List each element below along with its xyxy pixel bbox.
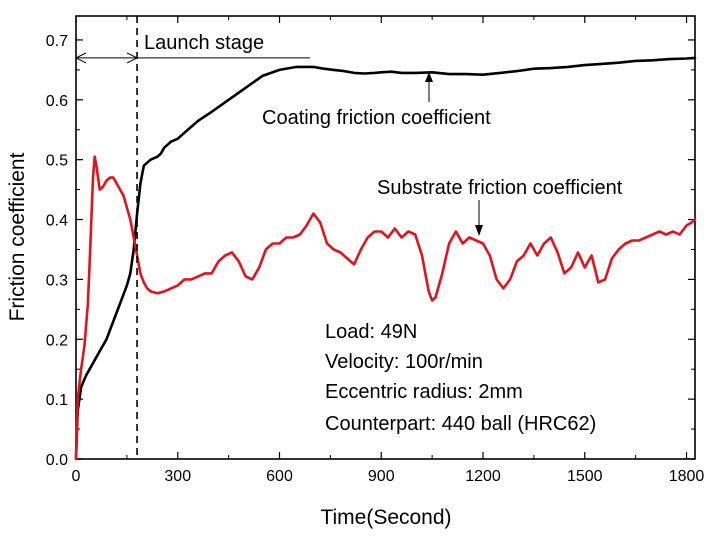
launch-stage-label: Launch stage (144, 32, 264, 54)
launch-stage-annotation: Launch stage (74, 16, 311, 459)
substrate-series-label: Substrate friction coefficient (377, 177, 623, 199)
y-tick-label: 0.4 (46, 213, 68, 230)
x-tick-label: 300 (164, 468, 191, 485)
y-tick-label: 0.2 (46, 332, 68, 349)
info-load: Load: 49N (325, 321, 417, 343)
coating-arrow-head (425, 72, 433, 82)
y-axis-title: Friction coefficient (6, 152, 29, 321)
substrate-series-line (74, 155, 697, 461)
substrate-arrow-head (475, 225, 483, 236)
x-axis-title: Time(Second) (320, 506, 451, 529)
substrate-annotation: Substrate friction coefficient (377, 177, 623, 236)
coating-annotation: Coating friction coefficient (262, 72, 491, 129)
x-tick-label: 1200 (465, 468, 501, 485)
x-tick-label: 900 (368, 468, 395, 485)
coating-series-label: Coating friction coefficient (262, 107, 491, 129)
test-conditions: Load: 49N Velocity: 100r/min Eccentric r… (325, 321, 596, 435)
x-tick-label: 600 (266, 468, 293, 485)
y-tick-label: 0.3 (46, 272, 68, 289)
info-counterpart: Counterpart: 440 ball (HRC62) (325, 413, 596, 435)
x-tick-label: 0 (72, 468, 81, 485)
y-tick-label: 0.5 (46, 153, 68, 170)
y-tick-label: 0.6 (46, 93, 68, 110)
coating-series-line (74, 56, 697, 461)
y-tick-label: 0.7 (46, 33, 68, 50)
launch-arrow-left-head (74, 52, 87, 64)
series-layer (74, 56, 697, 461)
y-tick-label: 0.0 (46, 452, 68, 469)
x-axis-ticks: 0 300 600 900 1200 1500 1800 (72, 16, 705, 485)
plot-frame (75, 15, 696, 460)
y-axis-ticks: 0.0 0.1 0.2 0.3 0.4 0.5 0.6 0.7 (46, 33, 695, 469)
x-tick-label: 1500 (567, 468, 603, 485)
y-tick-label: 0.1 (46, 392, 68, 409)
info-velocity: Velocity: 100r/min (325, 351, 483, 373)
launch-arrow-right-head (126, 52, 139, 64)
x-tick-label: 1800 (669, 468, 705, 485)
info-radius: Eccentric radius: 2mm (325, 381, 523, 403)
